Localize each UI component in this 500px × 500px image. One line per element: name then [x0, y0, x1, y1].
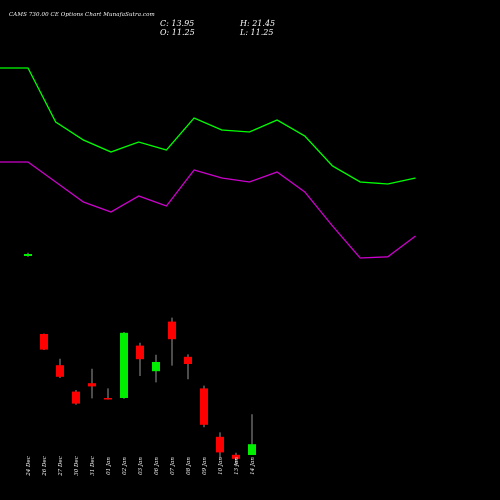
candle [24, 252, 32, 257]
x-tick-label: 14 Jan [250, 457, 256, 475]
candle [72, 390, 80, 405]
indicator-lines [0, 67, 416, 259]
candle [120, 332, 128, 399]
candlesticks [24, 252, 256, 467]
candle [248, 414, 256, 455]
x-tick-label: 09 Jan [202, 457, 208, 475]
candle-body [136, 345, 144, 360]
x-tick-label: 01 Jan [106, 457, 112, 475]
x-tick-label: 13 Jan [234, 457, 240, 475]
candle [168, 317, 176, 366]
x-tick-label: 24 Dec [26, 456, 32, 477]
candle [184, 354, 192, 380]
candle-body [88, 383, 96, 387]
candle-body [184, 356, 192, 364]
x-tick-label: 02 Jan [122, 457, 128, 475]
candle-body [24, 254, 32, 256]
candle-body [168, 321, 176, 340]
x-tick-label: 26 Dec [42, 456, 48, 477]
candle [56, 358, 64, 378]
x-tick-label: 07 Jan [170, 457, 176, 475]
candle [200, 385, 208, 428]
close-value: C: 13.95 [160, 19, 195, 28]
x-tick-label: 31 Dec [90, 456, 96, 476]
candle-body [120, 332, 128, 398]
candle [40, 333, 48, 350]
x-axis-labels: 24 Dec 26 Dec 27 Dec 30 Dec 31 Dec 01 Jan 02 J… [26, 456, 256, 477]
x-tick-label: 27 Dec [58, 456, 64, 477]
chart-title: CAMS 730.00 CE Options Chart MunafaSutra… [9, 12, 155, 18]
candle [232, 452, 240, 467]
open-value: O: 11.25 [160, 28, 195, 37]
candle-body [104, 398, 112, 400]
high-value: H: 21.45 [240, 19, 276, 28]
candle-body [56, 365, 64, 377]
candle-body [200, 388, 208, 425]
indicator-line-2 [0, 161, 416, 259]
candle [152, 354, 160, 383]
candle [88, 368, 96, 399]
x-tick-label: 10 Jan [218, 457, 224, 475]
candle [136, 342, 144, 376]
candle [104, 388, 112, 400]
indicator-line-1 [0, 67, 416, 185]
x-tick-label: 03 Jan [138, 457, 144, 475]
candle [216, 432, 224, 458]
candle-body [216, 436, 224, 453]
candle-body [72, 391, 80, 404]
candle-body [232, 454, 240, 459]
candle-body [248, 444, 256, 455]
x-tick-label: 06 Jan [154, 457, 160, 475]
candle-body [152, 362, 160, 372]
x-tick-label: 08 Jan [186, 457, 192, 475]
candle-body [40, 334, 48, 350]
low-value: L: 11.25 [240, 28, 274, 37]
x-tick-label: 30 Dec [74, 456, 80, 476]
